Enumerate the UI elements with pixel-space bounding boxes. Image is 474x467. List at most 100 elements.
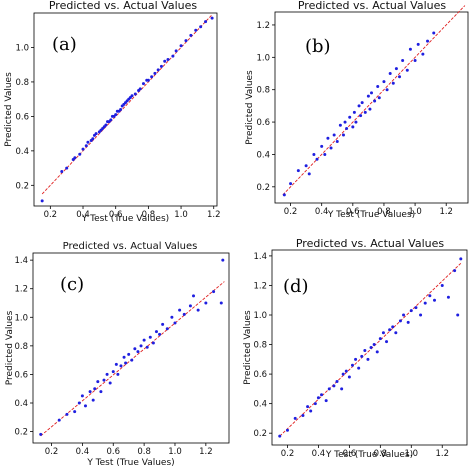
data-point [178, 308, 182, 312]
data-point [84, 144, 88, 148]
data-point [96, 380, 100, 384]
data-point [304, 164, 308, 168]
data-point [366, 357, 370, 361]
data-point [335, 139, 339, 143]
panel-label: (c) [60, 274, 84, 295]
panel-label: (a) [52, 34, 77, 55]
data-point [78, 152, 82, 156]
data-point [350, 363, 354, 367]
y-axis-label: Predicted Values [5, 310, 15, 385]
data-point [136, 350, 140, 354]
data-point [289, 182, 293, 186]
y-tick-label: 0.4 [256, 150, 270, 160]
data-point [391, 81, 395, 85]
x-tick-label: 1.2 [435, 449, 449, 459]
data-point [188, 304, 192, 308]
data-point [329, 146, 333, 150]
data-point [382, 80, 386, 84]
data-point [313, 402, 317, 406]
y-tick-label: 0.6 [256, 118, 270, 128]
data-point [348, 115, 352, 119]
data-point [173, 321, 177, 325]
data-point [320, 393, 324, 397]
data-point [381, 331, 385, 335]
data-point [138, 87, 142, 91]
data-point [320, 144, 324, 148]
data-point [293, 416, 297, 420]
chart-title: Predicted vs. Actual Values [298, 0, 447, 12]
y-tick-label: 1.0 [253, 311, 267, 321]
data-point [114, 362, 118, 366]
data-point [366, 94, 370, 98]
data-point [182, 312, 186, 316]
data-point [146, 78, 150, 82]
x-tick-label: 0.4 [315, 207, 329, 217]
data-point [60, 170, 64, 174]
data-point [80, 394, 84, 398]
data-point [385, 340, 389, 344]
data-point [360, 354, 364, 358]
data-point [414, 306, 418, 310]
data-point [139, 344, 143, 348]
data-point [372, 343, 376, 347]
data-point [133, 92, 137, 96]
x-tick-label: 0.4 [312, 449, 326, 459]
data-point [375, 350, 379, 354]
x-tick-label: 0.6 [346, 207, 360, 217]
data-point [154, 330, 158, 334]
data-point [161, 322, 165, 326]
data-point [108, 381, 112, 385]
data-point [433, 298, 436, 302]
y-axis-label: Predicted Values [4, 72, 14, 147]
x-tick-label: 0.4 [76, 210, 90, 220]
data-point [142, 338, 146, 342]
y-tick-label: 0.2 [14, 428, 28, 438]
data-point [351, 125, 355, 129]
panel-b: Predicted vs. Actual Values 0.2 0.4 0.6 0.8 1… [245, 0, 469, 220]
data-point [394, 331, 398, 335]
data-point [174, 49, 178, 53]
data-point [416, 42, 420, 46]
data-point [133, 347, 137, 351]
y-tick-label: 1.2 [14, 285, 28, 295]
data-point [159, 64, 163, 68]
panel-d: Predicted vs. Actual Values 0.2 0.4 0.6 0.8 1… [243, 237, 468, 460]
panel-label: (b) [305, 36, 331, 57]
y-axis-label: Predicted Values [245, 70, 255, 145]
data-point [326, 136, 330, 140]
y-tick-label: 1.0 [14, 313, 28, 323]
data-point [105, 372, 109, 376]
data-point [340, 387, 344, 391]
data-point [423, 301, 427, 305]
data-point [124, 361, 128, 365]
data-point [145, 345, 149, 349]
data-point [104, 123, 108, 127]
data-point [40, 199, 44, 203]
data-point [354, 120, 358, 124]
y-tick-label: 0.8 [14, 342, 28, 352]
data-point [119, 108, 123, 111]
y-tick-label: 1.0 [15, 43, 29, 53]
data-point [109, 118, 113, 122]
data-point [324, 399, 328, 403]
data-point [401, 59, 405, 63]
reference-line [40, 281, 225, 437]
y-tick-label: 1.2 [256, 21, 270, 31]
data-point [459, 257, 463, 261]
data-point [306, 405, 310, 409]
data-point [296, 169, 300, 173]
data-point [363, 110, 367, 114]
x-axis-label: Y Test (True Values) [81, 214, 169, 224]
data-point [409, 309, 413, 313]
x-tick-label: 1.2 [439, 207, 453, 217]
data-point [111, 370, 115, 374]
data-point [398, 75, 402, 79]
y-tick-label: 0.8 [15, 78, 29, 88]
data-point [446, 295, 450, 299]
data-point [344, 369, 348, 373]
data-point [357, 104, 361, 108]
data-point [83, 404, 87, 408]
data-point [141, 82, 145, 86]
y-tick-label: 1.0 [256, 53, 270, 63]
